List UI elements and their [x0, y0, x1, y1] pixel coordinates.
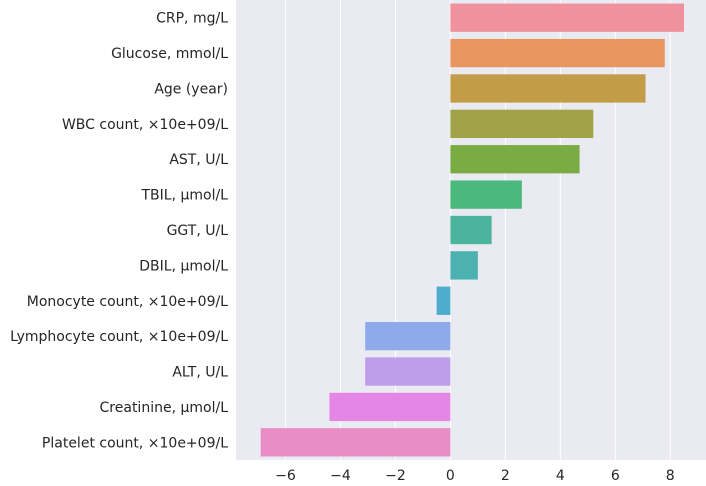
category-label: AST, U/L: [169, 152, 228, 168]
category-label: Platelet count, ×10e+09/L: [42, 435, 228, 451]
category-label: Glucose, mmol/L: [111, 46, 228, 62]
x-tick-label: 2: [501, 468, 510, 482]
x-tick-label: 4: [556, 468, 565, 482]
x-tick-label: 6: [611, 468, 620, 482]
bar: [450, 180, 522, 209]
bar: [450, 251, 478, 280]
bar: [450, 38, 665, 68]
bar: [365, 357, 451, 386]
category-label: CRP, mg/L: [156, 11, 228, 27]
category-label: DBIL, µmol/L: [139, 258, 228, 274]
bar: [450, 145, 580, 174]
bars: [260, 3, 685, 457]
category-label: WBC count, ×10e+09/L: [62, 117, 228, 133]
x-tick-label: 0: [446, 468, 455, 482]
category-label: Monocyte count, ×10e+09/L: [27, 294, 228, 310]
x-tick-label: −6: [275, 468, 296, 482]
x-tick-label: −2: [385, 468, 406, 482]
x-tick-label: −4: [330, 468, 351, 482]
category-labels: CRP, mg/L Glucose, mmol/L Age (year) WBC co…: [10, 11, 228, 452]
x-tick-labels: −6 −4 −2 0 2 4 6 8: [275, 468, 675, 484]
bar: [365, 322, 451, 351]
category-label: Creatinine, µmol/L: [100, 400, 229, 416]
bar: [450, 3, 685, 32]
x-tick-label: 8: [666, 468, 675, 482]
bar: [450, 215, 492, 245]
category-label: ALT, U/L: [172, 365, 228, 381]
bar: [436, 286, 451, 315]
bar: [450, 74, 646, 103]
bar: [450, 109, 594, 138]
bar: [329, 392, 451, 422]
category-label: GGT, U/L: [167, 223, 229, 239]
category-label: TBIL, µmol/L: [140, 188, 228, 204]
category-label: Lymphocyte count, ×10e+09/L: [10, 329, 228, 345]
category-label: Age (year): [154, 81, 228, 97]
bar: [260, 428, 451, 457]
